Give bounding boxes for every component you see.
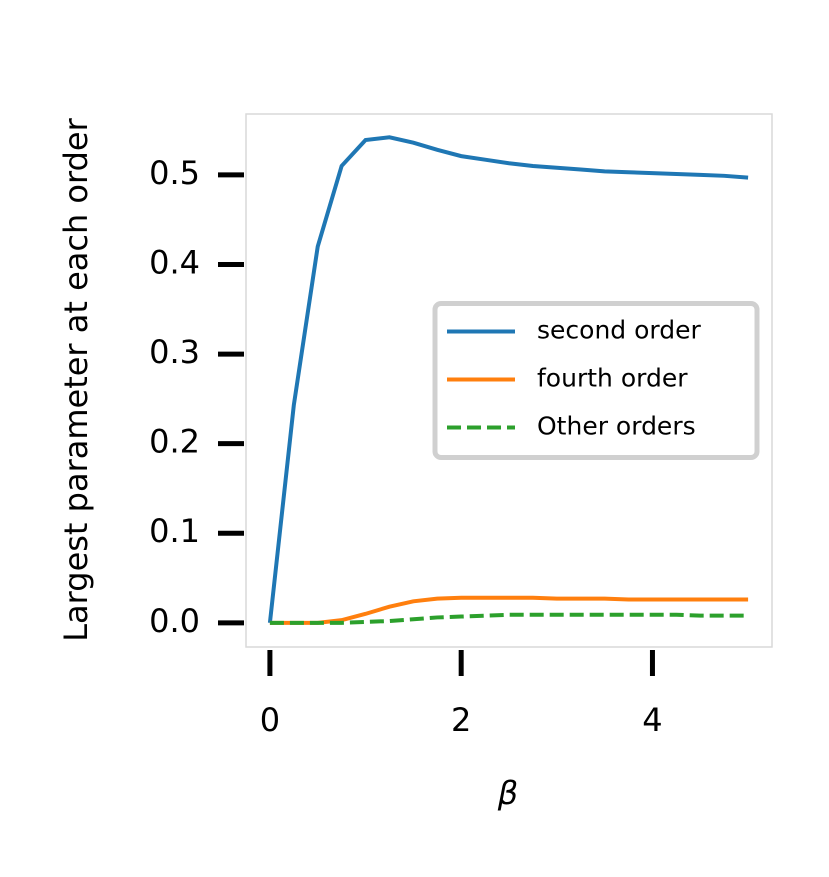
- x-tick-label: 2: [451, 701, 471, 739]
- y-tick-label: 0.1: [149, 512, 200, 550]
- y-axis-label: Largest parameter at each order: [57, 117, 95, 641]
- legend-box: [432, 301, 760, 460]
- y-tick-label: 0.5: [149, 154, 200, 192]
- x-tick-label: 4: [642, 701, 662, 739]
- line-series: [267, 135, 749, 624]
- y-tick-label: 0.0: [149, 602, 200, 640]
- legend-label: fourth order: [537, 364, 688, 393]
- legend-label: second order: [537, 316, 701, 345]
- x-tick-label: 0: [260, 701, 280, 739]
- plot-frame: [245, 113, 773, 648]
- y-tick-label: 0.2: [149, 423, 200, 461]
- y-tick-label: 0.3: [149, 333, 200, 371]
- line-series: [269, 595, 749, 625]
- legend-label: Other orders: [537, 412, 696, 441]
- y-tick-label: 0.4: [149, 243, 200, 281]
- x-axis-label: β: [497, 774, 518, 812]
